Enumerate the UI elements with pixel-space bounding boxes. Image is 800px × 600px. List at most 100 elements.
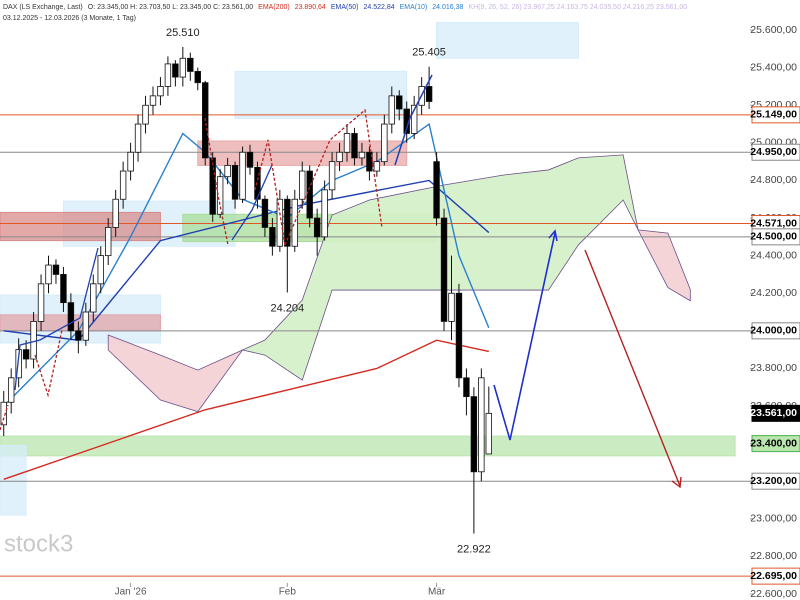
candle-body xyxy=(306,170,313,219)
forecast-arrow xyxy=(584,249,681,487)
candle-body xyxy=(112,198,119,228)
level-label: 22.695,00 xyxy=(750,570,797,582)
drawn-arrow xyxy=(394,74,433,166)
candle-body xyxy=(119,170,127,200)
candle-body xyxy=(425,86,433,102)
candle-body xyxy=(239,151,246,200)
header-text: KH(9, 26, 52, 26) 23.967,25 24.163,75 24… xyxy=(468,4,687,11)
candle-body xyxy=(127,151,134,172)
candle-body xyxy=(52,264,60,275)
zone xyxy=(0,435,736,457)
level-label: 23.400,00 xyxy=(750,437,797,449)
y-tick-label: 23.800,00 xyxy=(750,362,797,374)
header-text: 24.522,84 xyxy=(363,4,394,11)
candle-body xyxy=(187,57,194,72)
header-text: 23.890,64 xyxy=(295,4,326,11)
candle-body xyxy=(433,161,440,219)
level-label: 23.561,00 xyxy=(750,407,797,419)
candle-body xyxy=(485,412,493,455)
header: DAX (LS Exchange, Last) O: 23.345,00 H: 2… xyxy=(3,4,687,22)
candle-body xyxy=(261,198,269,228)
cloud xyxy=(637,229,691,302)
candle-body xyxy=(396,95,403,110)
candle-body xyxy=(276,198,284,247)
annotation: 25.405 xyxy=(412,47,446,59)
candle-body xyxy=(67,302,75,332)
candle-body xyxy=(299,170,306,200)
level-label-box xyxy=(751,435,800,453)
drawn-arrow xyxy=(34,329,63,398)
level-label: 23.200,00 xyxy=(750,475,797,487)
forecast-path xyxy=(493,232,556,441)
level-label: 24.571,00 xyxy=(750,217,797,229)
drawn-arrow xyxy=(0,404,9,431)
candle-body xyxy=(478,377,485,473)
level-label-box xyxy=(751,404,800,422)
y-tick-label: 24.800,00 xyxy=(750,174,797,186)
candle-body xyxy=(30,321,37,360)
background-layer xyxy=(0,22,800,577)
candle-body xyxy=(179,57,187,78)
annotation: 24.204 xyxy=(270,302,304,314)
candle-body xyxy=(37,283,45,322)
zone xyxy=(0,444,27,516)
x-tick-label: Feb xyxy=(279,587,297,598)
drawings xyxy=(0,74,682,489)
candle-body xyxy=(60,274,67,304)
candle-body xyxy=(388,95,395,125)
candle-body xyxy=(336,151,343,163)
level-label-box xyxy=(751,567,800,585)
main-layer: 25.510 25.405 24.204 22.922 xyxy=(0,27,493,555)
drawn-arrow xyxy=(284,108,383,246)
candle-body xyxy=(15,349,22,379)
candle-body xyxy=(97,255,104,285)
level-label: 25.149,00 xyxy=(750,109,797,121)
annotation: 25.510 xyxy=(166,27,200,39)
candle-body xyxy=(328,161,336,191)
candle-body xyxy=(269,227,276,247)
candle-body xyxy=(343,133,351,153)
y-tick-label: 24.400,00 xyxy=(750,249,797,261)
zone xyxy=(436,22,579,59)
header-text: DAX (LS Exchange, Last) xyxy=(3,4,83,11)
y-tick-label: 25.600,00 xyxy=(750,24,797,36)
y-tick-label: 25.400,00 xyxy=(750,61,797,73)
level-label: 24.500,00 xyxy=(750,231,797,243)
x-tick-label: Mär xyxy=(428,587,446,598)
header-text: O: 23.345,00 H: 23.703,50 L: 23.345,00 C… xyxy=(88,4,254,11)
drawn-arrow xyxy=(204,117,229,246)
candle-body xyxy=(172,63,179,78)
level-label-box xyxy=(751,143,800,161)
candle-body xyxy=(358,151,366,159)
candle-body xyxy=(105,227,112,257)
candle-body xyxy=(157,86,164,97)
drawn-arrow xyxy=(14,247,99,391)
cloud xyxy=(107,334,244,413)
level-label-box xyxy=(751,322,800,340)
candle-body xyxy=(284,198,291,247)
header-text: EMA(50) xyxy=(331,4,359,11)
candle-body xyxy=(216,176,224,215)
candle-body xyxy=(164,63,172,87)
candle-body xyxy=(0,401,7,426)
candle-body xyxy=(142,104,149,125)
indicator-line xyxy=(3,339,489,480)
arrow-head xyxy=(548,229,558,242)
candle-body xyxy=(291,198,298,247)
level-label: 24.950,00 xyxy=(750,146,797,158)
candle-body xyxy=(224,165,231,178)
candle-body xyxy=(448,292,455,322)
y-tick-label: 23.000,00 xyxy=(750,513,797,525)
candle-body xyxy=(22,349,30,360)
drawn-arrow xyxy=(254,139,286,246)
header-text: EMA(200) xyxy=(258,4,290,11)
level-label-box xyxy=(751,472,800,490)
candle-body xyxy=(7,377,15,403)
candle-body xyxy=(90,283,97,313)
drawn-arrow xyxy=(231,164,273,241)
candle-body xyxy=(209,157,216,215)
candle-body xyxy=(381,123,388,163)
level-label: 24.000,00 xyxy=(750,325,797,337)
candle-body xyxy=(455,292,463,379)
zone xyxy=(0,211,161,242)
